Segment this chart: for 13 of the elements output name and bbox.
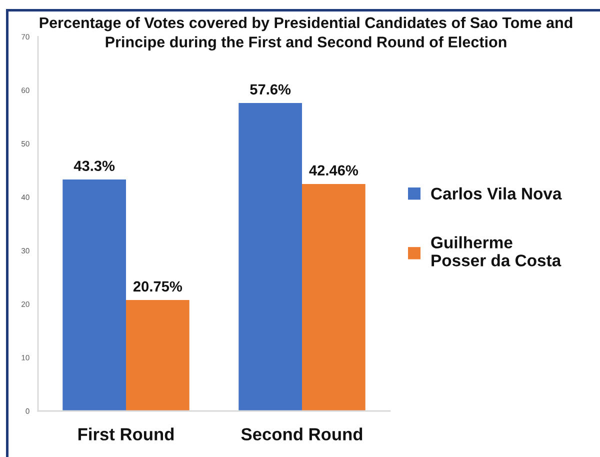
bar (302, 184, 366, 411)
data-label: 57.6% (250, 84, 291, 95)
chart-title: Percentage of Votes covered by Presidential Candidates of Sao Tome and Principe during the First and Second Round of Election (40, 16, 572, 51)
x-tick-label: Second Round (241, 428, 362, 440)
legend-label: Carlos Vila Nova (431, 187, 562, 200)
x-tick-label: First Round (78, 428, 174, 440)
data-label: 42.46% (309, 165, 358, 176)
data-label: 43.3% (74, 160, 115, 172)
legend-label: Guilherme Posser da Costa (431, 236, 562, 266)
data-label: 20.75% (133, 281, 182, 292)
bar (126, 300, 190, 411)
bar (238, 103, 302, 411)
bar (62, 179, 126, 411)
